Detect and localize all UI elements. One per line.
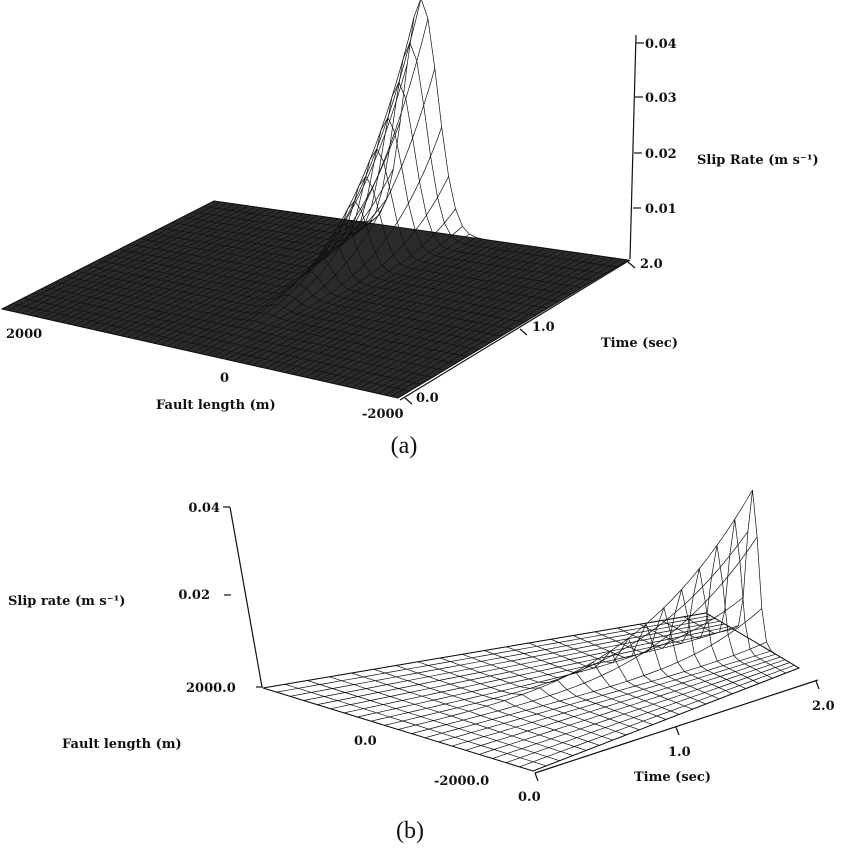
panel-b-time-axis — [534, 679, 819, 774]
surf-a-line-time-12 — [65, 276, 468, 357]
panel-a-y-tick-label-2: 2.0 — [640, 257, 663, 272]
panel-b-z-tick-label-1: 0.04 — [188, 501, 220, 516]
surf-b-line-time-22 — [506, 646, 680, 715]
panel-a-z-tick-label-0: 0.01 — [645, 202, 677, 217]
surf-a-line-time-18 — [97, 260, 502, 337]
surf-a-line-time-4 — [23, 297, 422, 385]
panel-b: 0.02 0.04 Slip rate (m s⁻¹) 0.0 1.0 2.0 … — [8, 489, 835, 844]
panel-b-z-axis — [229, 506, 263, 688]
surf-b-line-time-40 — [705, 489, 800, 669]
panel-b-y-axis-label: Time (sec) — [634, 770, 711, 785]
surf-b-line-time-16 — [440, 657, 640, 731]
panel-a-z-tick-label-1: 0.02 — [645, 147, 677, 162]
panel-a-x-tick-label-0: 2000 — [6, 327, 42, 342]
panel-b-z-tick-label-0: 0.02 — [178, 588, 210, 603]
surf-a-line-time-24 — [129, 240, 537, 316]
panel-b-y-tick-label-0: 0.0 — [518, 790, 541, 805]
surf-b-line-time-32 — [617, 589, 746, 689]
surf-a-line-time-0 — [1, 308, 399, 399]
surf-b-line-time-18 — [462, 653, 653, 725]
panel-b-y-tick-label-2: 2.0 — [812, 699, 835, 714]
surf-b-line-time-0 — [262, 687, 534, 772]
surf-a-line-time-38 — [203, 41, 617, 268]
panel-a-z-axis — [629, 34, 637, 260]
panel-b-x-tick-label-0: 2000.0 — [186, 681, 236, 696]
surf-b-line-time-12 — [395, 665, 613, 741]
panel-b-y-tick-2 — [815, 680, 820, 690]
surf-b-line-time-26 — [550, 637, 707, 705]
surf-a-line-time-22 — [118, 249, 525, 323]
panel-a-caption: (a) — [391, 433, 418, 459]
surf-a-line-time-40 — [213, 0, 629, 261]
surf-a-line-time-2 — [12, 303, 410, 392]
surf-b-line-time-38 — [683, 519, 786, 674]
panel-b-x-tick-label-2: -2000.0 — [434, 774, 489, 789]
surf-a-line-time-8 — [44, 287, 445, 371]
surf-b-line-time-28 — [572, 623, 720, 700]
surf-b-line-time-20 — [484, 650, 667, 720]
surf-b-line-time-10 — [373, 668, 600, 746]
surf-b-line-time-34 — [639, 568, 760, 684]
panel-a-surface — [1, 0, 629, 399]
panel-a-y-tick-label-0: 0.0 — [416, 391, 439, 406]
panel-a-y-axis-label: Time (sec) — [601, 336, 678, 351]
panel-b-caption: (b) — [396, 818, 424, 844]
panel-a-y-tick-2 — [627, 261, 636, 269]
surf-a-line-time-20 — [107, 254, 514, 330]
panel-a-z-tick-label-2: 0.03 — [645, 91, 677, 106]
surf-b-line-time-4 — [307, 680, 560, 762]
surf-a-line-time-36 — [192, 81, 606, 275]
surf-b-line-time-30 — [595, 606, 733, 695]
panel-a-time-axis — [399, 259, 631, 401]
surf-b-line-time-24 — [528, 642, 693, 710]
panel-a-x-tick-label-2: -2000 — [362, 407, 404, 422]
surf-b-line-time-8 — [351, 672, 587, 751]
panel-b-x-axis-label: Fault length (m) — [62, 737, 182, 752]
panel-a-z-axis-label: Slip Rate (m s⁻¹) — [697, 153, 819, 168]
panel-b-z-axis-label: Slip rate (m s⁻¹) — [8, 594, 125, 609]
panel-a: 0.01 0.02 0.03 0.04 Slip Rate (m s⁻¹) 0.… — [0, 0, 819, 459]
panel-a-x-tick-label-1: 0 — [220, 371, 229, 386]
surf-b-line-time-36 — [661, 545, 773, 679]
panel-b-y-tick-label-1: 1.0 — [668, 745, 691, 760]
panel-b-x-tick-label-1: 0.0 — [354, 734, 377, 749]
surf-a-line-time-16 — [86, 265, 491, 344]
panel-a-x-axis-label: Fault length (m) — [156, 398, 276, 413]
panel-b-surface — [262, 489, 800, 772]
panel-a-y-tick-label-1: 1.0 — [532, 320, 555, 335]
surf-b-line-time-6 — [329, 676, 574, 756]
panel-a-y-tick-0 — [404, 397, 413, 405]
surf-b-line-time-14 — [417, 661, 627, 736]
surf-b-line-time-2 — [284, 683, 547, 767]
panel-b-y-tick-1 — [675, 726, 680, 736]
surf-a-line-time-26 — [139, 221, 548, 309]
panel-a-z-tick-label-3: 0.04 — [645, 37, 677, 52]
panel-b-y-tick-0 — [534, 772, 539, 782]
surf-a-line-time-6 — [33, 292, 433, 378]
surf-a-line-time-14 — [76, 270, 479, 351]
panel-a-y-tick-1 — [519, 328, 528, 336]
surf-a-line-time-10 — [54, 281, 456, 364]
